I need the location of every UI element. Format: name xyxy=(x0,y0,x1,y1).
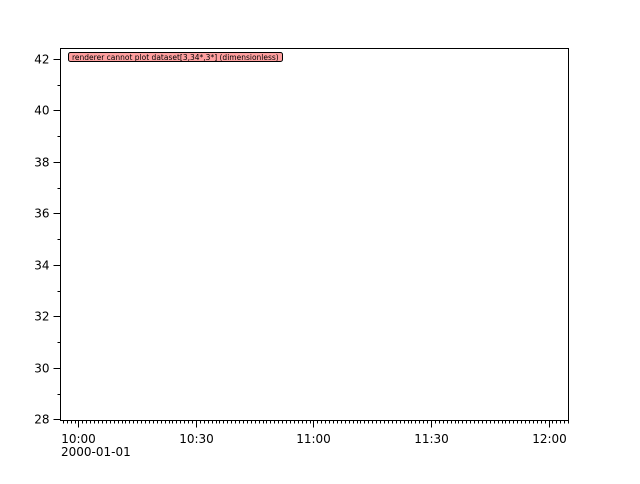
plot-area xyxy=(60,48,569,421)
y-tick-label: 32 xyxy=(34,310,49,324)
x-tick-label: 10:30 xyxy=(179,432,214,446)
x-date-label: 2000-01-01 xyxy=(61,445,131,459)
y-tick-label: 38 xyxy=(34,156,49,170)
x-tick-label: 10:00 xyxy=(61,432,96,446)
y-tick-label: 34 xyxy=(34,259,49,273)
x-tick-label: 12:00 xyxy=(532,432,567,446)
y-tick-label: 40 xyxy=(34,104,49,118)
error-message-text: renderer cannot plot dataset[3,34*,3*] (… xyxy=(72,53,279,62)
y-tick-label: 42 xyxy=(34,53,49,67)
error-message: renderer cannot plot dataset[3,34*,3*] (… xyxy=(68,52,283,62)
x-tick-label: 11:00 xyxy=(296,432,331,446)
y-tick-label: 30 xyxy=(34,362,49,376)
error-message-box xyxy=(68,52,283,62)
x-tick-label: 11:30 xyxy=(414,432,449,446)
y-tick-label: 36 xyxy=(34,207,49,221)
y-tick-label: 28 xyxy=(34,413,49,427)
